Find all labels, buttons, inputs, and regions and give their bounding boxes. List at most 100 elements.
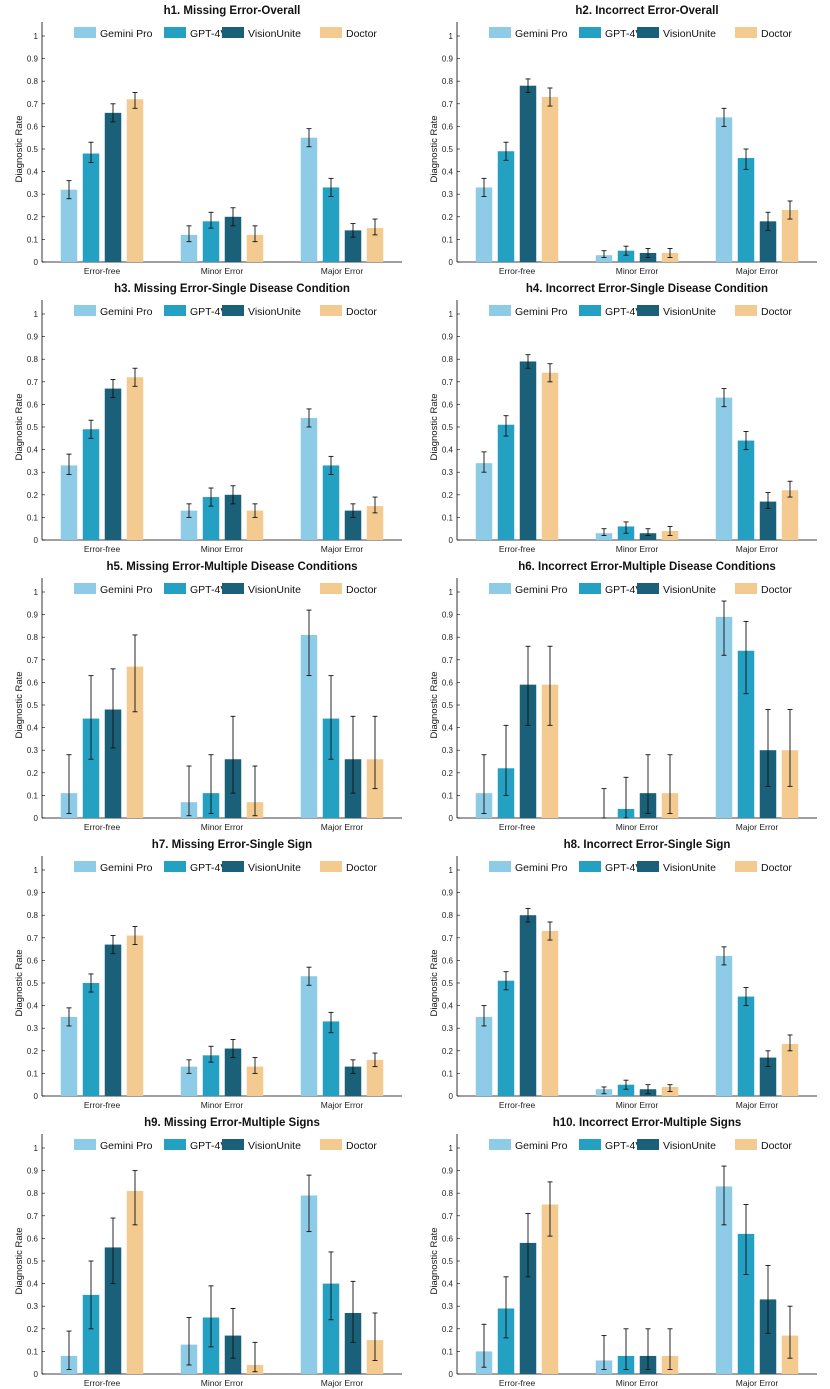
- bar-gemini-pro: [715, 397, 733, 540]
- chart-panel-10: h10. Incorrect Error-Multiple Signs Diagn…: [429, 1117, 817, 1388]
- bar-visionunite: [639, 533, 657, 540]
- y-tick-label: 0: [449, 1370, 454, 1379]
- y-tick-label: 0.2: [442, 1325, 454, 1334]
- bar-visionunite: [224, 1048, 242, 1096]
- y-tick-label: 0: [449, 1092, 454, 1101]
- y-tick-label: 0: [34, 1092, 39, 1101]
- legend-swatch: [320, 305, 342, 316]
- bar-doctor: [246, 234, 264, 262]
- chart-title: h7. Missing Error-Single Sign: [152, 839, 312, 851]
- y-tick-label: 0.8: [442, 1189, 454, 1198]
- y-tick-label: 0.3: [27, 190, 39, 199]
- bar-gemini-pro: [60, 189, 78, 262]
- y-tick-label: 0.8: [442, 355, 454, 364]
- x-category-label: Error-free: [84, 822, 121, 832]
- bar-gpt-4v: [497, 424, 515, 540]
- x-category-label: Major Error: [321, 544, 364, 554]
- x-category-label: Minor Error: [201, 544, 244, 554]
- chart-title: h8. Incorrect Error-Single Sign: [564, 839, 731, 851]
- x-category-label: Minor Error: [616, 822, 659, 832]
- y-tick-label: 0.8: [27, 355, 39, 364]
- y-tick-label: 0.4: [27, 1280, 39, 1289]
- bar-gemini-pro: [595, 255, 613, 262]
- bar-gemini-pro: [715, 117, 733, 262]
- y-tick-label: 0.2: [27, 1325, 39, 1334]
- y-tick-label: 0.1: [27, 1347, 39, 1356]
- y-tick-label: 0.2: [27, 213, 39, 222]
- y-tick-label: 0.1: [27, 235, 39, 244]
- y-tick-label: 0.3: [27, 1302, 39, 1311]
- y-tick-label: 0.3: [442, 1024, 454, 1033]
- y-axis-label: Diagnostic Rate: [429, 671, 440, 738]
- legend-label: VisionUnite: [663, 584, 716, 596]
- chart-title: h5. Missing Error-Multiple Disease Condi…: [106, 561, 357, 573]
- y-axis-label: Diagnostic Rate: [429, 115, 440, 182]
- legend-label: Doctor: [346, 28, 377, 40]
- y-tick-label: 0.5: [27, 701, 39, 710]
- y-tick-label: 0: [34, 1370, 39, 1379]
- x-category-label: Major Error: [321, 266, 364, 276]
- chart-panel-4: h4. Incorrect Error-Single Disease Condi…: [429, 283, 817, 554]
- y-tick-label: 0.2: [27, 769, 39, 778]
- chart-title: h3. Missing Error-Single Disease Conditi…: [114, 283, 350, 295]
- bar-doctor: [366, 228, 384, 262]
- x-category-label: Minor Error: [616, 266, 659, 276]
- y-tick-label: 0: [34, 258, 39, 267]
- chart-title: h6. Incorrect Error-Multiple Disease Con…: [518, 561, 776, 573]
- y-tick-label: 0.8: [442, 911, 454, 920]
- bar-doctor: [126, 666, 144, 818]
- legend-swatch: [489, 861, 511, 872]
- x-category-label: Error-free: [84, 1100, 121, 1110]
- y-tick-label: 0.6: [442, 678, 454, 687]
- legend-label: GPT-4V: [190, 1140, 227, 1152]
- y-tick-label: 0.5: [442, 701, 454, 710]
- bar-gpt-4v: [322, 187, 340, 262]
- bar-gemini-pro: [60, 1016, 78, 1096]
- y-tick-label: 0.5: [27, 979, 39, 988]
- bar-gemini-pro: [595, 533, 613, 540]
- x-category-label: Minor Error: [201, 1378, 244, 1388]
- legend-label: VisionUnite: [663, 28, 716, 40]
- x-category-label: Major Error: [321, 1378, 364, 1388]
- legend-swatch: [637, 583, 659, 594]
- legend-label: Doctor: [761, 1140, 792, 1152]
- y-tick-label: 0.3: [442, 468, 454, 477]
- y-tick-label: 0.9: [27, 611, 39, 620]
- y-tick-label: 0.8: [27, 1189, 39, 1198]
- y-tick-label: 0.3: [27, 746, 39, 755]
- legend-swatch: [320, 583, 342, 594]
- bar-gemini-pro: [300, 634, 318, 818]
- y-tick-label: 0.4: [442, 1280, 454, 1289]
- bar-doctor: [541, 684, 559, 818]
- bar-visionunite: [519, 85, 537, 262]
- bar-gemini-pro: [300, 137, 318, 262]
- legend-swatch: [222, 861, 244, 872]
- x-category-label: Minor Error: [616, 544, 659, 554]
- legend-swatch: [489, 1139, 511, 1150]
- y-tick-label: 0.8: [27, 911, 39, 920]
- y-tick-label: 0.5: [442, 423, 454, 432]
- y-tick-label: 0: [449, 536, 454, 545]
- bar-doctor: [541, 97, 559, 263]
- bar-visionunite: [224, 216, 242, 262]
- y-axis-label: Diagnostic Rate: [14, 949, 25, 1016]
- y-tick-label: 0.1: [27, 791, 39, 800]
- bar-visionunite: [104, 944, 122, 1096]
- y-tick-label: 0.7: [27, 378, 39, 387]
- y-axis-label: Diagnostic Rate: [429, 1227, 440, 1294]
- bar-gemini-pro: [475, 463, 493, 540]
- bar-gemini-pro: [715, 1186, 733, 1374]
- bar-doctor: [246, 510, 264, 540]
- legend-label: VisionUnite: [663, 306, 716, 318]
- bar-doctor: [781, 1044, 799, 1096]
- bar-gemini-pro: [300, 976, 318, 1096]
- y-tick-label: 0.6: [27, 122, 39, 131]
- legend-label: VisionUnite: [248, 1140, 301, 1152]
- legend-label: VisionUnite: [248, 28, 301, 40]
- legend-swatch: [735, 583, 757, 594]
- legend-label: Doctor: [346, 306, 377, 318]
- y-tick-label: 0.4: [27, 724, 39, 733]
- y-tick-label: 0.2: [442, 491, 454, 500]
- y-tick-label: 0.9: [442, 889, 454, 898]
